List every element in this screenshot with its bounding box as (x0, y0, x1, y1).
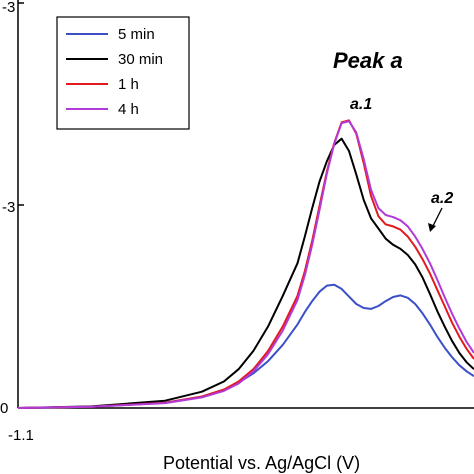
series-layer (17, 119, 474, 409)
annotation-a1: a.1 (350, 96, 372, 113)
series-line-1 (17, 137, 474, 409)
y-tick-label-mid: -3 (2, 199, 15, 216)
legend: 5 min 30 min 1 h 4 h (56, 16, 190, 130)
annotation-a2-arrowhead (428, 223, 436, 232)
annotation-a2-arrow (431, 207, 443, 229)
legend-label-1: 30 min (118, 51, 163, 68)
series-line-3 (17, 120, 474, 409)
legend-label-2: 1 h (118, 76, 139, 93)
annotation-peak-a: Peak a (333, 48, 403, 73)
legend-box (56, 16, 190, 130)
x-axis-title: Potential vs. Ag/AgCl (V) (163, 453, 360, 473)
x-tick-label: -1.1 (8, 427, 34, 444)
legend-label-0: 5 min (118, 26, 155, 43)
y-tick-label-zero: 0 (0, 400, 8, 417)
legend-label-3: 4 h (118, 101, 139, 118)
annotation-a2: a.2 (431, 190, 453, 207)
series-line-0 (17, 283, 474, 409)
y-tick-label-top: -3 (2, 0, 15, 16)
series-line-2 (17, 119, 474, 409)
